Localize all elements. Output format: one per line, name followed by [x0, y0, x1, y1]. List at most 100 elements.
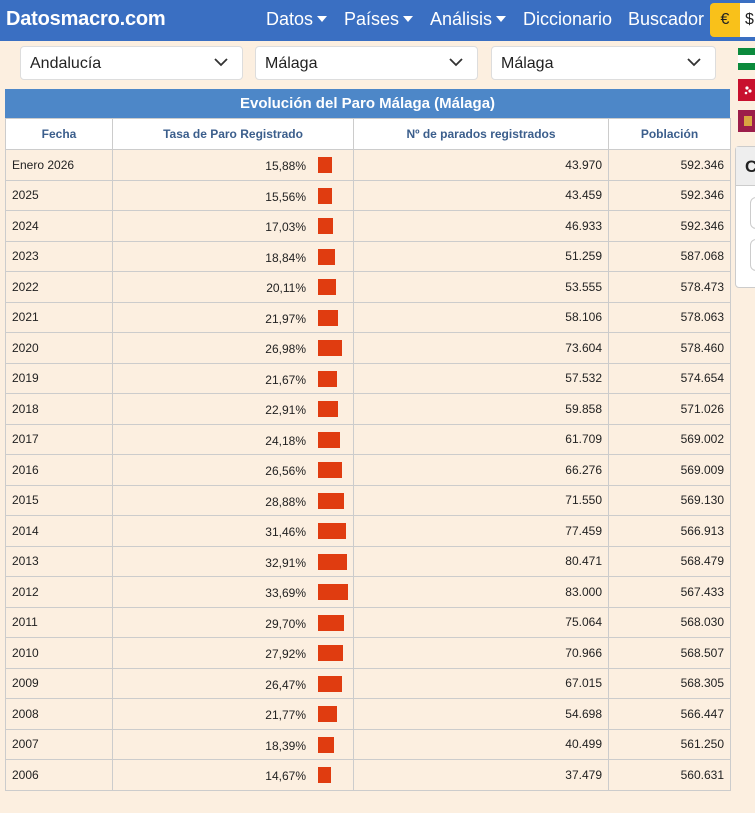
cell-poblacion: 578.460 [608, 332, 731, 364]
tasa-value: 18,84% [265, 250, 306, 265]
tasa-bar [318, 767, 331, 783]
cell-fecha: 2016 [5, 454, 113, 486]
tasa-bar [318, 553, 347, 570]
tasa-value: 32,91% [265, 555, 306, 570]
cell-poblacion: 560.631 [608, 759, 731, 791]
cell-poblacion: 569.009 [608, 454, 731, 486]
cell-parados: 66.276 [353, 454, 609, 486]
tasa-bar [318, 584, 348, 600]
header-tasa[interactable]: Tasa de Paro Registrado [112, 118, 354, 150]
side-panel-heading: C [736, 147, 755, 186]
cell-parados: 57.532 [353, 362, 609, 394]
side-panel: C [735, 146, 755, 288]
table-row: 2011 29,70% 75.064 568.030 [5, 606, 731, 638]
cell-tasa: 15,88% [112, 149, 354, 181]
cell-parados: 43.459 [353, 179, 609, 211]
header-fecha[interactable]: Fecha [5, 118, 113, 150]
cell-parados: 37.479 [353, 759, 609, 791]
tasa-value: 21,67% [265, 372, 306, 387]
cell-tasa: 22,91% [112, 393, 354, 425]
tasa-bar [318, 157, 332, 173]
table-row: 2012 33,69% 83.000 567.433 [5, 576, 731, 608]
cell-poblacion: 566.913 [608, 515, 731, 547]
cell-parados: 71.550 [353, 484, 609, 516]
chevron-down-icon [687, 58, 701, 67]
cell-poblacion: 574.654 [608, 362, 731, 394]
currency-euro-button[interactable]: € [710, 3, 740, 37]
tasa-bar [318, 187, 332, 204]
municipality-select[interactable]: Málaga [491, 46, 716, 80]
cell-fecha: 2015 [5, 484, 113, 516]
tasa-value: 26,98% [265, 342, 306, 356]
tasa-value: 26,56% [265, 464, 306, 478]
side-panel-input[interactable] [750, 239, 755, 271]
tasa-bar [318, 736, 334, 753]
cell-parados: 61.709 [353, 423, 609, 455]
tasa-bar [318, 431, 340, 448]
cell-fecha: 2021 [5, 301, 113, 333]
province-select[interactable]: Málaga [255, 46, 478, 80]
nav-analisis[interactable]: Análisis [430, 9, 507, 30]
tasa-bar [318, 462, 342, 478]
tasa-value: 24,18% [265, 433, 306, 448]
cell-fecha: 2023 [5, 240, 113, 272]
cell-tasa: 28,88% [112, 484, 354, 516]
cell-fecha: 2011 [5, 606, 113, 638]
caret-down-icon [317, 16, 328, 22]
nav-diccionario[interactable]: Diccionario [523, 9, 612, 30]
cell-parados: 73.604 [353, 332, 609, 364]
cell-tasa: 21,67% [112, 362, 354, 394]
region-select[interactable]: Andalucía [20, 46, 243, 80]
nav-paises[interactable]: Países [344, 9, 414, 30]
cell-poblacion: 568.030 [608, 606, 731, 638]
cell-parados: 70.966 [353, 637, 609, 669]
side-panel-input[interactable] [750, 197, 755, 229]
tasa-bar [318, 706, 337, 722]
site-logo[interactable]: Datosmacro.com [6, 8, 166, 30]
cell-poblacion: 568.507 [608, 637, 731, 669]
cell-poblacion: 587.068 [608, 240, 731, 272]
cell-tasa: 29,70% [112, 606, 354, 638]
cell-tasa: 20,11% [112, 271, 354, 303]
cell-poblacion: 569.002 [608, 423, 731, 455]
andalucia-flag-icon[interactable] [738, 48, 755, 70]
header-parados[interactable]: Nº de parados registrados [353, 118, 609, 150]
chevron-down-icon [449, 58, 463, 67]
cell-parados: 51.259 [353, 240, 609, 272]
province-select-value: Málaga [265, 55, 318, 72]
table-row: 2008 21,77% 54.698 566.447 [5, 698, 731, 730]
cell-tasa: 27,92% [112, 637, 354, 669]
cell-fecha: 2014 [5, 515, 113, 547]
cell-tasa: 21,97% [112, 301, 354, 333]
table-row: 2021 21,97% 58.106 578.063 [5, 301, 731, 333]
cell-parados: 59.858 [353, 393, 609, 425]
cell-tasa: 21,77% [112, 698, 354, 730]
header-poblacion[interactable]: Población [608, 118, 731, 150]
cell-fecha: 2013 [5, 545, 113, 577]
tasa-value: 21,97% [265, 311, 306, 326]
tasa-value: 26,47% [265, 677, 306, 692]
cell-parados: 67.015 [353, 667, 609, 699]
cell-tasa: 24,18% [112, 423, 354, 455]
table-row: 2017 24,18% 61.709 569.002 [5, 423, 731, 455]
cell-poblacion: 578.473 [608, 271, 731, 303]
nav-buscador[interactable]: Buscador [628, 9, 704, 30]
cell-tasa: 18,39% [112, 728, 354, 760]
tasa-bar [318, 309, 338, 326]
province-flag-icon[interactable] [738, 79, 755, 101]
tasa-value: 21,77% [265, 708, 306, 722]
cell-parados: 77.459 [353, 515, 609, 547]
tasa-value: 20,11% [266, 281, 306, 295]
tasa-bar [318, 645, 343, 661]
nav-diccionario-label: Diccionario [523, 9, 613, 29]
table-row: 2015 28,88% 71.550 569.130 [5, 484, 731, 516]
cell-fecha: 2008 [5, 698, 113, 730]
municipality-select-value: Málaga [501, 55, 554, 72]
table-body: Enero 2026 15,88% 43.970 592.346 2025 15,56% 4… [5, 149, 731, 791]
currency-dollar-button[interactable]: $ [740, 3, 755, 37]
table-row: 2010 27,92% 70.966 568.507 [5, 637, 731, 669]
nav-datos[interactable]: Datos [266, 9, 328, 30]
tasa-value: 17,03% [265, 220, 306, 234]
caret-down-icon [403, 16, 414, 22]
municipality-flag-icon[interactable] [738, 110, 755, 132]
